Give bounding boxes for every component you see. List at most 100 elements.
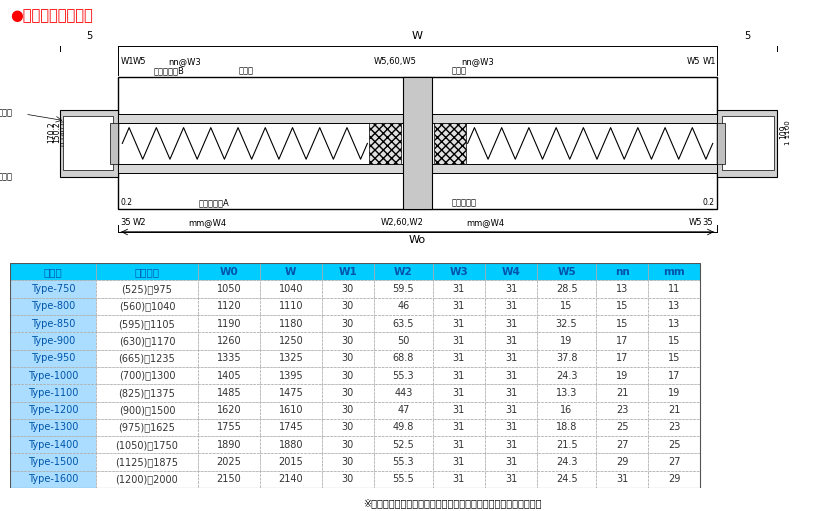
Text: Type-1200: Type-1200 — [28, 405, 78, 415]
Text: 170.2: 170.2 — [47, 121, 56, 143]
Text: 17: 17 — [616, 336, 628, 346]
Bar — [649, 263, 700, 281]
Text: 31: 31 — [505, 301, 517, 311]
Bar — [649, 298, 700, 315]
Bar — [198, 281, 260, 298]
Bar — [649, 453, 700, 471]
Bar — [649, 367, 700, 384]
Bar — [374, 263, 432, 281]
Bar — [110, 123, 118, 164]
Text: 31: 31 — [505, 388, 517, 398]
Bar — [538, 298, 596, 315]
Text: 17: 17 — [616, 353, 628, 363]
Bar — [374, 315, 432, 332]
Text: 24.5: 24.5 — [556, 474, 577, 484]
Text: 15: 15 — [616, 301, 628, 311]
Bar — [96, 436, 198, 453]
Bar — [260, 281, 321, 298]
Text: 0.2: 0.2 — [703, 198, 715, 207]
Text: 15: 15 — [561, 301, 573, 311]
Text: 1180: 1180 — [279, 319, 303, 329]
Bar — [260, 436, 321, 453]
Bar — [10, 453, 96, 471]
Text: 150.2: 150.2 — [52, 121, 61, 143]
Bar — [198, 419, 260, 436]
Bar — [10, 281, 96, 298]
Text: 21.5: 21.5 — [556, 440, 577, 450]
Bar — [10, 315, 96, 332]
Text: W3: W3 — [450, 267, 469, 277]
Text: 27: 27 — [668, 457, 681, 467]
Bar — [321, 384, 374, 402]
Bar — [10, 298, 96, 315]
Bar — [321, 315, 374, 332]
Text: 1260: 1260 — [217, 336, 241, 346]
Bar — [374, 350, 432, 367]
Text: 30: 30 — [342, 388, 354, 398]
Text: 31: 31 — [505, 405, 517, 415]
Text: 1890: 1890 — [217, 440, 241, 450]
Bar — [10, 367, 96, 384]
Text: W4: W4 — [501, 267, 520, 277]
Text: 31: 31 — [505, 423, 517, 432]
Text: 25: 25 — [668, 440, 681, 450]
Text: 31: 31 — [453, 474, 465, 484]
Bar — [485, 263, 538, 281]
Bar — [96, 263, 198, 281]
Text: 31: 31 — [453, 353, 465, 363]
Text: 1050: 1050 — [217, 284, 241, 294]
Bar — [260, 471, 321, 488]
Text: 28.5: 28.5 — [556, 284, 577, 294]
Text: W1: W1 — [703, 57, 716, 66]
Text: 15: 15 — [616, 319, 628, 329]
Bar — [538, 263, 596, 281]
Bar — [596, 419, 649, 436]
Text: 46: 46 — [397, 301, 409, 311]
Text: 1610: 1610 — [279, 405, 303, 415]
Text: W5: W5 — [132, 57, 145, 66]
Text: 31: 31 — [505, 319, 517, 329]
Text: W: W — [412, 31, 423, 41]
Text: W1: W1 — [339, 267, 358, 277]
Text: 1040: 1040 — [279, 284, 303, 294]
Text: 30: 30 — [342, 301, 354, 311]
Text: Wo: Wo — [409, 236, 426, 245]
Bar — [96, 315, 198, 332]
Bar — [649, 315, 700, 332]
Bar — [96, 402, 198, 419]
Text: 13: 13 — [668, 319, 681, 329]
Text: W2: W2 — [394, 267, 413, 277]
Bar — [10, 332, 96, 350]
Bar — [321, 367, 374, 384]
Text: 50: 50 — [397, 336, 409, 346]
Text: 2150: 2150 — [216, 474, 242, 484]
Bar — [485, 419, 538, 436]
Text: (700)～1300: (700)～1300 — [118, 370, 175, 381]
Text: 27: 27 — [616, 440, 628, 450]
Bar — [374, 384, 432, 402]
Bar — [432, 332, 485, 350]
Text: 5: 5 — [744, 31, 750, 41]
Text: Type-1100: Type-1100 — [28, 388, 78, 398]
Text: W1: W1 — [120, 57, 134, 66]
Text: 1120: 1120 — [217, 301, 241, 311]
Text: 防塵層: 防塵層 — [451, 66, 467, 75]
Bar — [260, 298, 321, 315]
Text: 1755: 1755 — [216, 423, 242, 432]
Bar — [538, 471, 596, 488]
Text: 31: 31 — [505, 370, 517, 381]
Text: 30: 30 — [342, 440, 354, 450]
Text: 24.3: 24.3 — [556, 457, 577, 467]
Bar — [63, 117, 113, 171]
Text: 1190: 1190 — [217, 319, 241, 329]
Text: 31: 31 — [616, 474, 628, 484]
Bar — [10, 419, 96, 436]
Bar — [717, 123, 725, 164]
Bar — [432, 419, 485, 436]
Text: (825)～1375: (825)～1375 — [118, 388, 175, 398]
Bar — [369, 123, 401, 164]
Bar — [321, 281, 374, 298]
Bar — [485, 453, 538, 471]
Bar — [321, 436, 374, 453]
Text: (595)～1105: (595)～1105 — [118, 319, 175, 329]
